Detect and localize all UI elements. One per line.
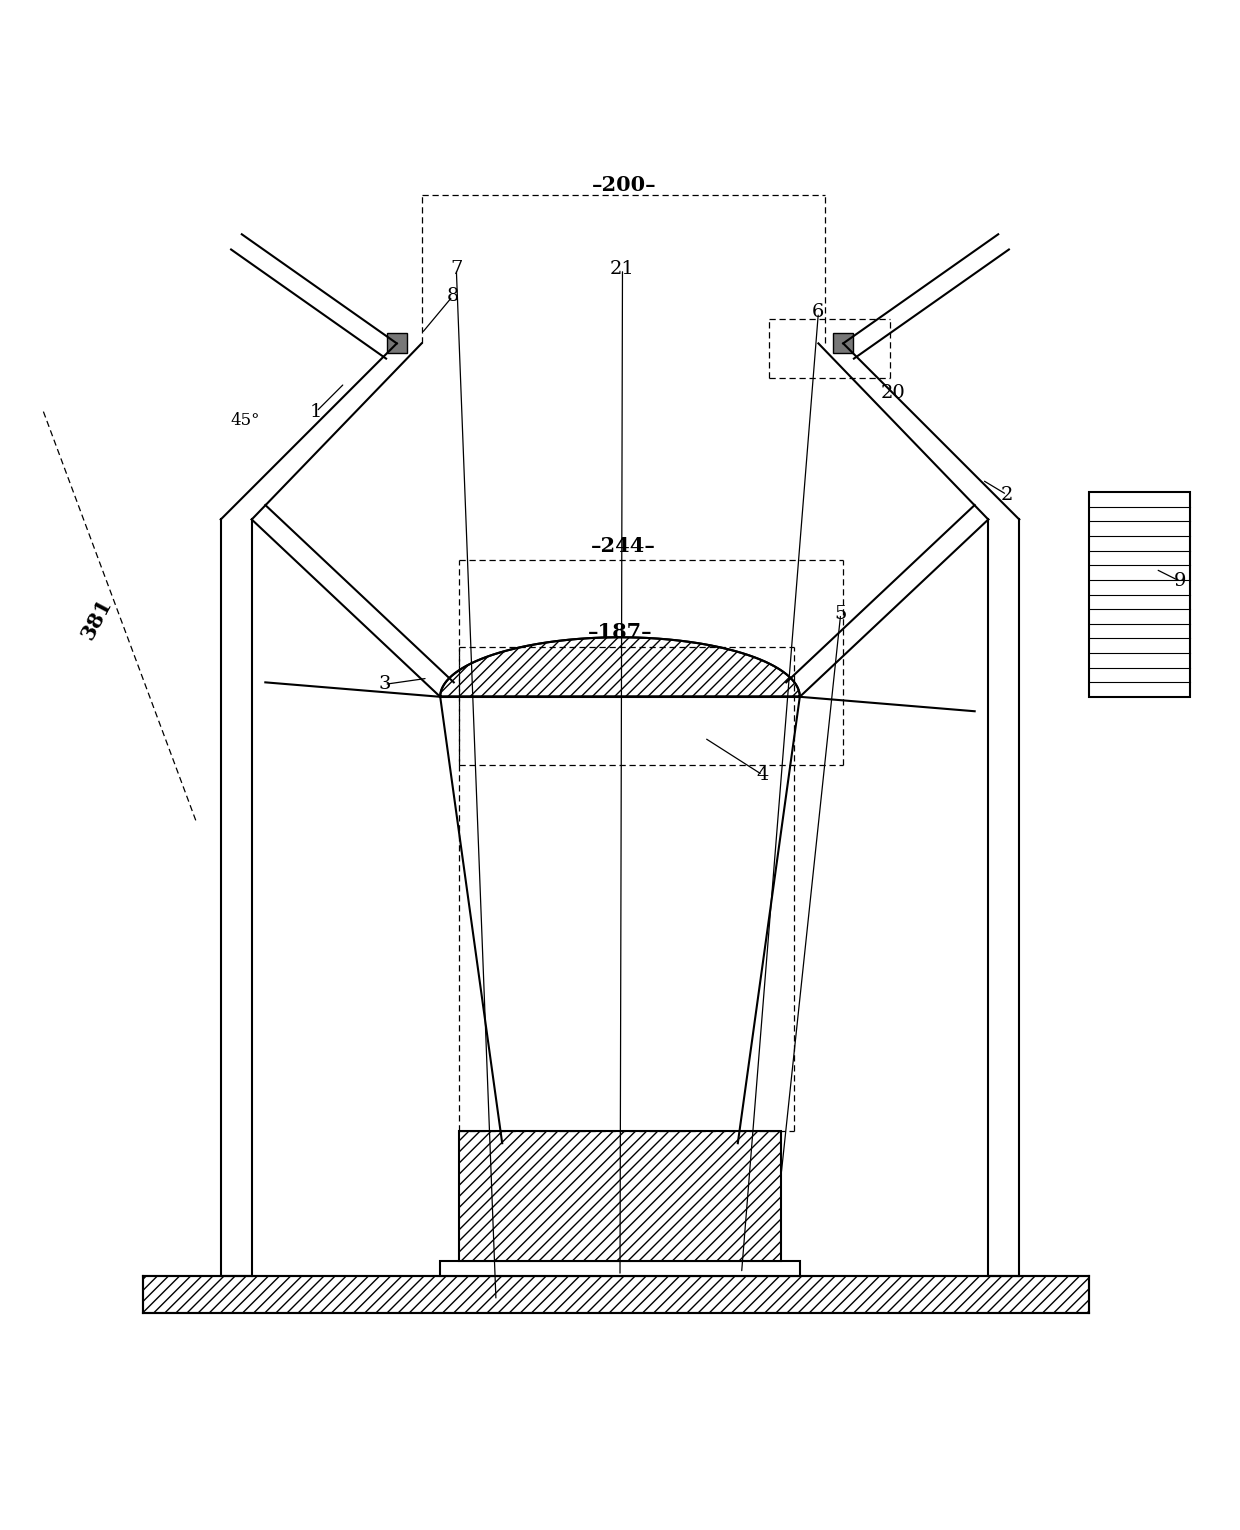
Text: 7: 7 (450, 260, 463, 278)
Text: 5: 5 (835, 604, 847, 623)
Text: 8: 8 (446, 288, 459, 306)
Text: 6: 6 (812, 303, 825, 321)
Text: 4: 4 (756, 767, 769, 783)
Text: 45°: 45° (231, 412, 260, 428)
Text: 381: 381 (78, 595, 115, 643)
Text: 9: 9 (1174, 572, 1187, 591)
Text: 1: 1 (310, 402, 322, 421)
Text: –187–: –187– (588, 623, 652, 643)
Text: –244–: –244– (591, 536, 656, 555)
Bar (143, 1276, 1089, 1313)
Text: 3: 3 (378, 675, 391, 693)
Text: 21: 21 (610, 260, 635, 278)
Bar (459, 1131, 781, 1261)
Bar (833, 334, 853, 353)
Text: –200–: –200– (591, 174, 656, 194)
Bar (440, 1261, 800, 1276)
Bar (387, 334, 407, 353)
Text: 2: 2 (1001, 485, 1013, 503)
Polygon shape (440, 638, 800, 696)
Text: 20: 20 (880, 384, 905, 402)
Bar (1089, 493, 1190, 696)
